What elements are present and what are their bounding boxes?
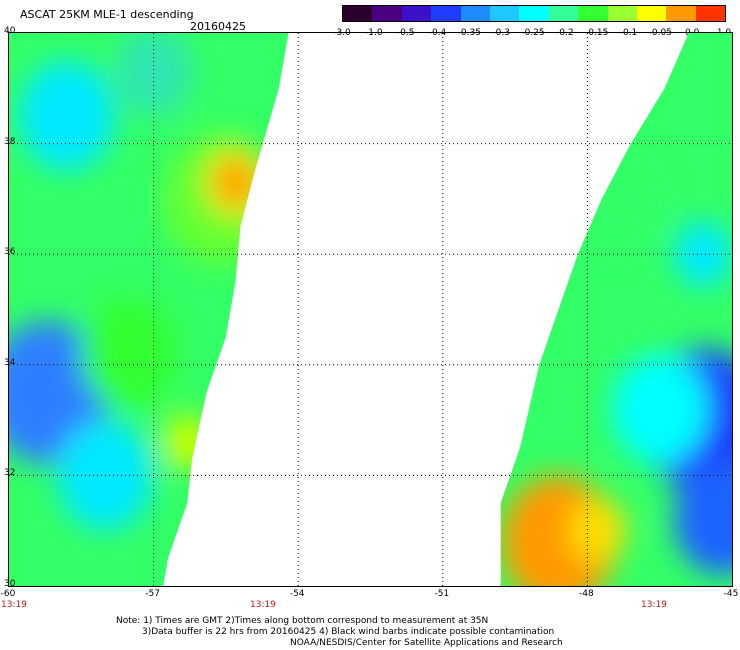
wind-field-patch [81,298,178,410]
color-scale-segment [343,6,373,21]
wind-field-patch [611,353,708,465]
latitude-label: 34 [4,357,16,368]
swath-east-data [500,33,732,586]
color-scale-segment [578,6,608,21]
time-label-east: 13:19 [641,600,667,610]
swath-west-data [9,33,289,586]
wind-field-patch [115,33,193,116]
note-line-1: Note: 1) Times are GMT 2)Times along bot… [116,616,489,626]
color-scale-label: -1.0 [365,28,383,38]
longitude-label: -57 [145,589,160,599]
wind-field-patch [9,320,111,465]
color-scale-segment [519,6,549,21]
color-scale-label: -0.1 [619,28,638,38]
longitude-label: -60 [0,589,16,599]
color-scale-segment [666,6,696,21]
latitude-label: 32 [4,468,16,479]
longitude-label: -48 [579,589,594,599]
color-scale-segment [372,6,402,21]
wind-field-patch [674,221,732,288]
color-scale-segment [489,6,520,21]
latitude-label: 30 [4,579,16,589]
color-scale-segment [431,6,461,21]
color-scale-label: -0.15 [585,28,609,38]
color-scale-label: -0.25 [521,28,545,38]
color-scale-segment [607,6,637,21]
note-line-3: NOAA/NESDIS/Center for Satellite Applica… [290,638,563,648]
color-scale-segment [460,6,490,21]
color-scale-label: -0.4 [428,28,447,38]
color-scale-segment [401,6,432,21]
wind-field-patch [568,143,665,255]
note-line-2: 3)Data buffer is 22 hrs from 20160425 4)… [142,627,555,637]
latitude-label: 38 [4,136,16,147]
color-scale-segment [548,6,579,21]
latitude-label: 36 [4,247,16,258]
color-scale-segment [695,6,726,21]
product-date: 20160425 [190,20,246,33]
color-scale-bar [342,5,726,22]
color-scale-label: -3.0 [333,28,351,38]
wind-field-patch [674,464,732,575]
time-label-west: 13:19 [1,600,27,610]
longitude-label: -54 [289,589,305,599]
product-title: ASCAT 25KM MLE-1 descending [20,8,194,21]
color-scale-label: -0.3 [492,28,510,38]
wind-field-patch [18,60,116,172]
wind-field-patch [216,160,255,205]
longitude-label: -51 [434,589,450,599]
color-scale-label: -0.5 [396,28,415,38]
wind-field-patch [568,497,626,564]
time-label-mid: 13:19 [250,600,276,610]
longitude-label: -45 [723,589,739,599]
wind-map [8,32,733,587]
wind-field-patch [163,414,212,470]
color-scale-label: -0.05 [648,28,672,38]
color-scale-label: -0.35 [457,28,481,38]
color-scale-segment [636,6,667,21]
color-scale-label: -0.2 [556,28,574,38]
latitude-label: 40 [4,26,16,36]
